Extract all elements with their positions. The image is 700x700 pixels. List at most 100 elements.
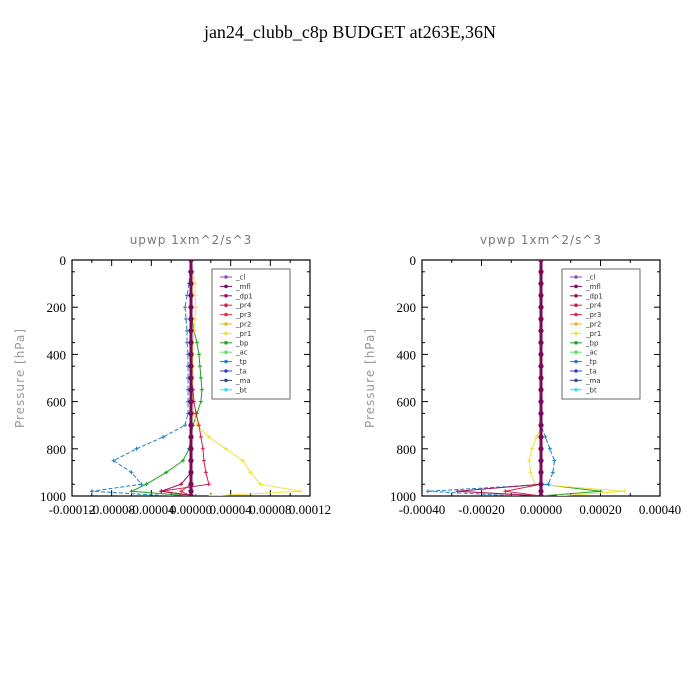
data-point-mfl (188, 375, 194, 381)
data-point-tp (552, 458, 557, 463)
data-point-bp (181, 458, 186, 463)
data-point-pr1 (530, 446, 535, 451)
legend-entry: _bt (235, 386, 247, 394)
data-point-pr1 (258, 482, 263, 487)
data-point-mfl (188, 260, 194, 263)
data-point-bp (164, 470, 169, 475)
data-point-pr4 (503, 489, 508, 494)
data-point-mfl (538, 375, 544, 381)
legend-entry: _ta (585, 368, 597, 376)
series-line-tp (427, 260, 555, 496)
x-tick-label: 0.00012 (289, 502, 331, 517)
data-point-mfl (188, 469, 194, 475)
panel-title: vpwp 1xm^2/s^3 (480, 233, 602, 247)
y-axis-label: Pressure [hPa] (363, 328, 377, 428)
legend-marker (574, 369, 578, 373)
data-point-bp (129, 489, 134, 494)
legend-entry: _dp1 (585, 292, 603, 300)
data-point-mfl (188, 488, 194, 494)
data-point-dp1 (455, 489, 460, 494)
data-point-pr1 (556, 494, 561, 496)
legend-entry: _ma (585, 377, 601, 385)
legend-entry: _pr1 (235, 330, 251, 338)
data-point-bp (194, 340, 199, 345)
data-point-pr1 (298, 489, 303, 494)
legend-marker (224, 369, 228, 373)
series-line-pr4 (505, 260, 542, 496)
y-axis-label: Pressure [hPa] (13, 328, 27, 428)
y-tick-label: 800 (397, 442, 417, 457)
legend-marker (224, 294, 228, 298)
data-point-pr4 (196, 423, 201, 428)
series-line-tp (91, 260, 192, 496)
data-point-tp (547, 446, 552, 451)
y-tick-label: 600 (397, 395, 417, 410)
data-point-mfl (538, 481, 544, 487)
legend-marker (224, 275, 228, 279)
data-point-pr1 (208, 494, 213, 496)
data-point-mfl (188, 316, 194, 322)
data-point-tp (169, 494, 174, 496)
series-group (89, 260, 303, 496)
data-point-bp (199, 387, 204, 392)
y-tick-label: 400 (47, 347, 67, 362)
legend-marker (224, 359, 228, 364)
data-point-tp (543, 435, 548, 439)
x-tick-label: 0.00000 (520, 502, 562, 517)
data-point-bp (144, 482, 149, 487)
chart-panel-vpwp: vpwp 1xm^2/s^3 Pressure [hPa] 0 200 400 600 80… (363, 233, 681, 517)
x-tick-label: -0.00020 (458, 502, 505, 517)
legend-entry: _ac (235, 349, 248, 357)
legend-marker (574, 303, 578, 308)
data-point-tp (139, 482, 144, 487)
legend-marker (574, 275, 578, 279)
data-point-mfl (188, 269, 194, 275)
legend-marker (224, 378, 228, 383)
y-tick-label: 600 (47, 395, 67, 410)
x-tick-label: 0.00000 (170, 502, 212, 517)
data-point-mfl (188, 458, 194, 464)
data-point-mfl (538, 488, 544, 494)
data-point-mfl (188, 363, 194, 369)
data-point-tp (183, 423, 188, 428)
data-point-dp1 (193, 494, 198, 496)
data-point-mfl (538, 328, 544, 334)
legend-entry: _bt (585, 386, 597, 394)
page-title: jan24_clubb_c8p BUDGET at263E,36N (203, 22, 497, 42)
legend-entry: _cl (585, 274, 595, 282)
y-tick-label: 0 (410, 253, 417, 268)
legend-marker (224, 388, 228, 392)
data-point-mfl (538, 399, 544, 405)
data-point-tp (185, 328, 190, 333)
data-point-mfl (188, 493, 194, 496)
data-point-pr1 (192, 293, 197, 298)
data-point-mfl (188, 434, 194, 440)
data-point-tp (185, 293, 190, 298)
legend-entry: _pr2 (585, 321, 601, 329)
legend-entry: _tp (235, 358, 247, 366)
legend-marker (224, 331, 228, 336)
data-point-pr4 (203, 470, 208, 475)
data-point-bp (196, 352, 201, 357)
data-point-mfl (188, 387, 194, 393)
data-point-mfl (538, 304, 544, 310)
legend-entry: _ma (235, 377, 251, 385)
chart-panel-upwp: upwp 1xm^2/s^3 Pressure [hPa] 0 200 400 600 80… (13, 233, 331, 517)
y-tick-label: 1000 (390, 489, 416, 504)
legend: _cl_mfl_dp1_pr4_pr3_pr2_pr1_bp_ac_tp_ta_… (211, 268, 291, 400)
series-line-pr1 (190, 260, 301, 496)
legend-marker (574, 388, 578, 392)
data-point-pr4 (201, 458, 206, 463)
data-point-mfl (538, 260, 544, 263)
legend-marker (574, 341, 578, 345)
y-tick-label: 1000 (40, 489, 66, 504)
x-tick-label: 0.00020 (579, 502, 621, 517)
data-point-mfl (538, 269, 544, 275)
legend-marker (574, 350, 578, 355)
data-point-pr4 (198, 435, 203, 439)
panel-title: upwp 1xm^2/s^3 (130, 233, 253, 247)
data-point-tp (129, 470, 134, 475)
data-point-tp (161, 435, 166, 439)
data-point-pr4 (193, 411, 198, 416)
data-point-pr1 (223, 446, 228, 451)
